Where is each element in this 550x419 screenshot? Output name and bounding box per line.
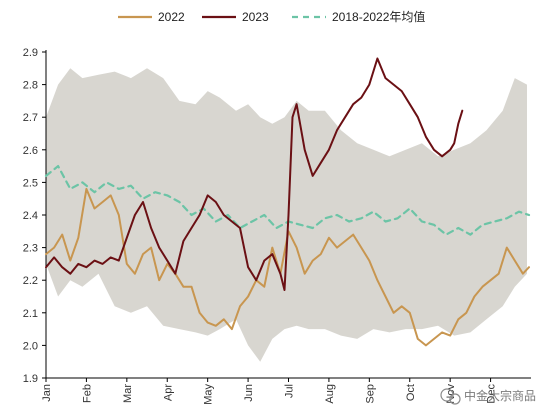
series-line-2023	[45, 57, 464, 291]
range-band-area	[46, 68, 527, 362]
x-tick-labels: Jan Feb Mar Apr May Jun Jul Aug Sep Oct Nov Dec	[41, 378, 498, 405]
x-tick-label: Jun	[243, 384, 255, 402]
y-tick-label: 2.2	[23, 275, 38, 287]
y-tick-label: 2.0	[23, 340, 38, 352]
watermark-text: 中金大宗商品	[464, 388, 536, 403]
y-tick-label: 1.9	[23, 373, 38, 385]
y-tick-label: 2.3	[23, 243, 38, 255]
y-tick-label: 2.7	[23, 112, 38, 124]
historical-range-band-layer	[46, 68, 527, 362]
y-tick-label: 2.8	[23, 80, 38, 92]
y-tick-label: 2.1	[23, 308, 38, 320]
x-tick-label: Feb	[81, 384, 93, 403]
legend-label-2023: 2023	[242, 10, 269, 24]
y-tick-label: 2.6	[23, 145, 38, 157]
legend-label-2022: 2022	[158, 10, 185, 24]
x-tick-label: Dec	[486, 384, 498, 404]
x-tick-label: Apr	[162, 384, 174, 401]
legend-label-2018-2022年均值: 2018-2022年均值	[332, 9, 425, 24]
x-tick-label: Mar	[122, 384, 134, 403]
x-tick-label: Jan	[41, 384, 53, 402]
x-tick-label: Jul	[284, 384, 296, 398]
wechat-icon	[440, 388, 461, 405]
x-tick-label: May	[203, 384, 215, 405]
y-tick-label: 2.9	[23, 47, 38, 59]
y-tick-label: 2.4	[23, 210, 38, 222]
x-tick-label: Oct	[405, 384, 417, 401]
y-tick-labels: 1.9 2.0 2.1 2.2 2.3 2.4 2.5 2.6 2.7 2.8 2.9	[23, 47, 46, 385]
series-lines	[44, 57, 531, 347]
legend: 2022 2023 2018-2022年均值	[118, 9, 425, 24]
y-tick-label: 2.5	[23, 177, 38, 189]
x-tick-label: Aug	[324, 384, 336, 404]
x-tick-label: Sep	[364, 384, 376, 404]
watermark: 中金大宗商品	[440, 388, 536, 405]
